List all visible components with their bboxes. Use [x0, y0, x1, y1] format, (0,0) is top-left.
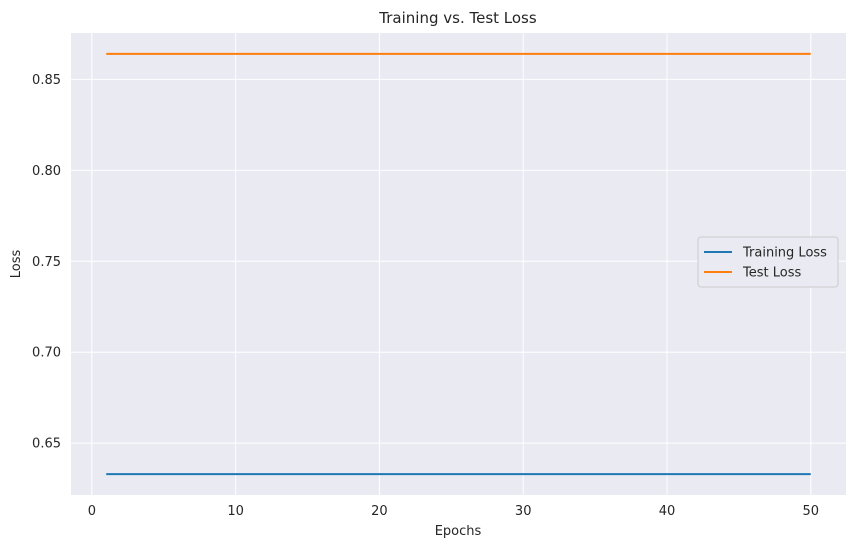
legend-box — [697, 236, 839, 288]
chart-title: Training vs. Test Loss — [378, 9, 537, 27]
x-tick-label: 10 — [227, 504, 244, 519]
legend-label-test: Test Loss — [742, 266, 801, 281]
x-tick-label: 50 — [802, 504, 819, 519]
y-tick-label: 0.65 — [32, 437, 61, 452]
legend-label-training: Training Loss — [742, 246, 827, 261]
y-axis-ticks: 0.65 0.70 0.75 0.80 0.85 — [32, 73, 61, 452]
series-layer — [106, 52, 811, 476]
x-tick-label: 20 — [371, 504, 388, 519]
x-axis-ticks: 0 10 20 30 40 50 — [88, 504, 819, 519]
y-tick-label: 0.75 — [32, 255, 61, 270]
y-tick-label: 0.80 — [32, 164, 61, 179]
x-axis-label: Epochs — [435, 524, 482, 539]
y-axis-label: Loss — [9, 250, 24, 279]
grid — [71, 33, 846, 495]
y-tick-label: 0.70 — [32, 346, 61, 361]
y-tick-label: 0.85 — [32, 73, 61, 88]
x-tick-label: 30 — [515, 504, 532, 519]
x-tick-label: 0 — [88, 504, 96, 519]
x-tick-label: 40 — [659, 504, 676, 519]
legend: Training Loss Test Loss — [697, 236, 839, 288]
